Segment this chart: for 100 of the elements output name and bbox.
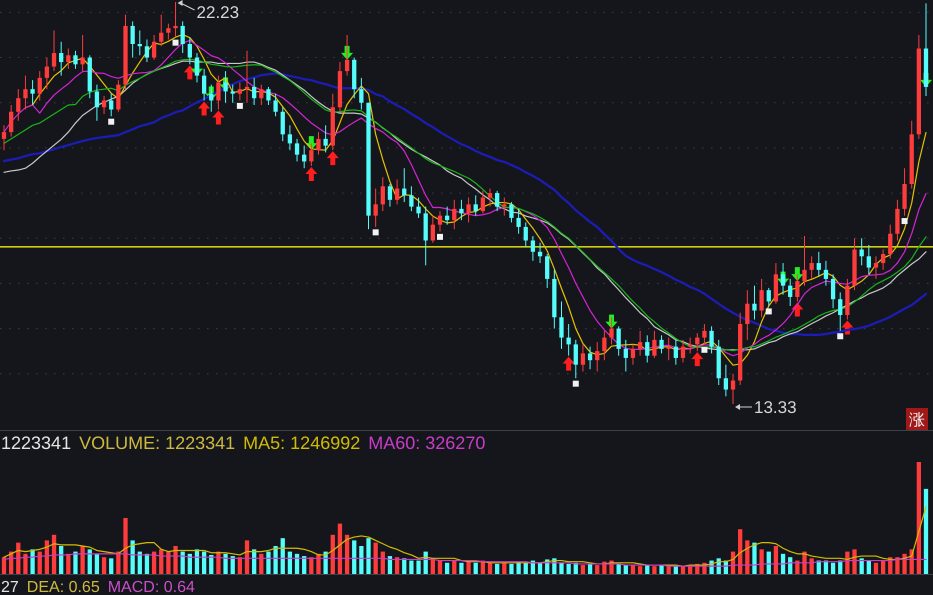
candlestick xyxy=(30,80,35,106)
text: MA5: 1246992 xyxy=(243,433,360,453)
bar xyxy=(88,549,92,574)
candlestick xyxy=(724,364,728,397)
candlestick xyxy=(59,41,64,76)
candlestick xyxy=(816,251,821,278)
bar xyxy=(44,540,50,574)
candlestick xyxy=(830,274,836,309)
bar xyxy=(280,538,285,574)
bar xyxy=(238,557,242,574)
candlestick xyxy=(745,290,750,340)
bar xyxy=(302,556,306,574)
candlestick xyxy=(109,93,114,117)
candlestick xyxy=(144,38,150,63)
text: MACD: 0.64 xyxy=(108,579,195,595)
candlestick xyxy=(259,84,264,106)
candlestick xyxy=(138,30,142,56)
bar xyxy=(459,562,464,574)
candlestick xyxy=(759,278,764,318)
bar xyxy=(595,565,600,574)
candlestick xyxy=(44,57,50,90)
point xyxy=(902,218,908,224)
candlestick xyxy=(202,68,206,101)
candlestick xyxy=(66,48,70,70)
bar xyxy=(788,557,792,574)
candlestick xyxy=(180,20,185,54)
candlestick xyxy=(495,190,500,212)
candlestick xyxy=(2,124,6,151)
point xyxy=(837,333,844,340)
candlestick xyxy=(223,70,228,104)
bar xyxy=(444,562,450,574)
annotation: 22.23 xyxy=(196,3,240,22)
bar xyxy=(502,562,506,574)
point xyxy=(572,380,579,387)
candlestick xyxy=(309,142,314,166)
bar xyxy=(474,562,478,574)
candlestick xyxy=(102,95,106,115)
candlestick xyxy=(509,202,514,223)
candlestick xyxy=(316,132,321,156)
bar xyxy=(159,549,164,574)
candlestick xyxy=(659,334,664,354)
candlestick xyxy=(252,77,256,106)
bar xyxy=(259,554,264,574)
candlestick xyxy=(452,199,456,230)
candlestick xyxy=(674,339,678,366)
candlestick xyxy=(416,197,421,218)
candlestick xyxy=(638,330,642,356)
candlestick xyxy=(16,88,20,122)
candlestick xyxy=(188,36,192,65)
candlestick xyxy=(780,262,786,296)
text: MA60: 326270 xyxy=(368,433,486,453)
candlestick xyxy=(502,197,506,216)
candlestick xyxy=(9,104,14,138)
candlestick xyxy=(194,52,200,83)
candlestick xyxy=(810,256,814,280)
candlestick xyxy=(580,344,586,372)
point xyxy=(701,346,708,353)
candlestick xyxy=(559,300,564,350)
bar xyxy=(810,558,814,574)
candlestick xyxy=(394,179,400,205)
bar xyxy=(138,552,142,574)
bar xyxy=(830,562,836,574)
candlestick xyxy=(466,197,471,223)
candlestick xyxy=(630,344,636,366)
bar xyxy=(624,565,628,574)
candlestick xyxy=(524,222,528,248)
candlestick xyxy=(624,339,628,372)
bar xyxy=(838,560,842,574)
bar xyxy=(524,562,528,574)
bar xyxy=(452,560,456,574)
candlestick xyxy=(730,373,736,404)
bar xyxy=(638,566,642,574)
text: VOLUME: 1223341 xyxy=(79,433,236,453)
candlestick xyxy=(374,188,378,228)
point xyxy=(236,102,243,109)
candlestick xyxy=(788,278,792,306)
bar xyxy=(102,557,106,574)
candlestick xyxy=(709,326,714,354)
bar xyxy=(866,560,871,574)
bar xyxy=(94,554,100,574)
candlestick xyxy=(323,124,328,153)
bar xyxy=(409,560,414,574)
bar xyxy=(509,564,514,574)
candlestick xyxy=(702,324,707,345)
candlestick xyxy=(766,287,771,306)
candlestick xyxy=(459,199,464,221)
bar xyxy=(288,552,292,574)
candlestick xyxy=(266,86,271,106)
bar xyxy=(202,552,206,574)
candlestick xyxy=(294,138,300,162)
bar xyxy=(745,540,750,574)
bar xyxy=(759,549,764,574)
bar xyxy=(880,560,886,574)
candlestick xyxy=(602,330,607,361)
bar xyxy=(130,540,135,574)
bar xyxy=(860,558,864,574)
bar xyxy=(359,546,364,574)
candlestick xyxy=(209,84,214,112)
bar xyxy=(38,552,42,574)
bar xyxy=(116,552,120,574)
